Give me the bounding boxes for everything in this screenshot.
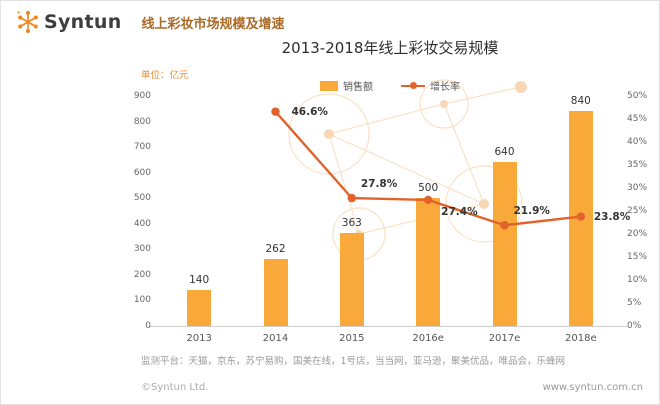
right-axis-tick: 20% xyxy=(627,229,648,239)
sales-bar xyxy=(187,290,212,326)
website: www.syntun.com.cn xyxy=(542,382,643,393)
platforms-note: 监测平台：天猫，京东，苏宁易购，国美在线，1号店，当当网，亚马逊，聚美优品，唯品… xyxy=(141,356,566,367)
sales-bar xyxy=(263,259,288,326)
unit-label: 单位：亿元 xyxy=(141,70,189,81)
growth-point xyxy=(271,107,280,116)
sales-bar xyxy=(492,162,517,326)
right-axis-tick: 30% xyxy=(627,183,648,193)
sales-bar xyxy=(339,233,364,326)
right-axis-tick: 0% xyxy=(627,321,642,331)
x-axis-label: 2017e xyxy=(488,333,521,344)
legend-bar-swatch xyxy=(320,80,338,91)
x-axis-label: 2014 xyxy=(262,333,289,344)
sales-bar xyxy=(568,111,593,326)
legend-bar-label: 销售额 xyxy=(343,82,373,93)
right-axis-tick: 15% xyxy=(627,252,648,262)
left-axis-tick: 600 xyxy=(133,167,151,178)
right-axis-tick: 40% xyxy=(627,137,648,147)
page-title: 线上彩妆市场规模及增速 xyxy=(141,16,285,32)
legend-line-swatch xyxy=(401,82,425,89)
chart-legend: 销售额 增长率 xyxy=(161,78,619,93)
copyright: ©Syntun Ltd. xyxy=(141,382,209,393)
right-axis-tick: 5% xyxy=(627,298,642,308)
growth-value-label: 21.9% xyxy=(513,205,550,218)
legend-line-dot xyxy=(410,82,417,89)
left-axis-tick: 800 xyxy=(133,116,151,127)
growth-value-label: 27.8% xyxy=(360,178,398,191)
legend-line-label: 增长率 xyxy=(430,82,460,93)
x-axis-line xyxy=(149,326,627,327)
x-axis-label: 2016e xyxy=(412,333,444,344)
right-axis-tick: 25% xyxy=(627,206,648,216)
left-axis-tick: 400 xyxy=(133,218,151,229)
left-axis-tick: 500 xyxy=(133,193,151,204)
right-axis-tick: 10% xyxy=(627,275,648,285)
bar-value-label: 640 xyxy=(494,146,515,159)
sales-bar xyxy=(416,198,441,326)
growth-value-label: 27.4% xyxy=(441,205,478,218)
legend-item-sales: 销售额 xyxy=(320,78,373,93)
right-axis-tick: 50% xyxy=(627,91,648,101)
right-axis-tick: 35% xyxy=(627,160,648,170)
right-axis-tick: 45% xyxy=(627,114,648,124)
x-axis-label: 2018e xyxy=(565,333,597,344)
syntun-logo: Syntun xyxy=(15,9,122,35)
left-axis-tick: 0 xyxy=(145,321,151,331)
bar-value-label: 262 xyxy=(265,243,286,256)
chart-title: 2013-2018年线上彩妆交易规模 xyxy=(281,39,499,57)
growth-value-label: 46.6% xyxy=(291,105,328,118)
bar-value-label: 140 xyxy=(189,274,210,287)
left-axis-tick: 300 xyxy=(133,244,151,255)
bar-value-label: 840 xyxy=(570,95,591,108)
left-axis-tick: 200 xyxy=(133,269,151,280)
left-axis-tick: 100 xyxy=(133,295,151,306)
header: Syntun 线上彩妆市场规模及增速 xyxy=(15,9,285,35)
x-axis-label: 2013 xyxy=(186,333,212,344)
growth-point xyxy=(347,193,357,203)
bar-value-label: 363 xyxy=(341,217,362,230)
legend-item-growth: 增长率 xyxy=(401,78,460,93)
growth-value-label: 23.8% xyxy=(593,210,631,223)
brand-name: Syntun xyxy=(44,11,122,33)
syntun-logo-icon xyxy=(17,11,38,33)
bar-value-label: 500 xyxy=(418,182,439,195)
left-axis-tick: 700 xyxy=(133,142,151,153)
left-axis-tick: 900 xyxy=(133,91,151,101)
x-axis-label: 2015 xyxy=(339,333,365,344)
